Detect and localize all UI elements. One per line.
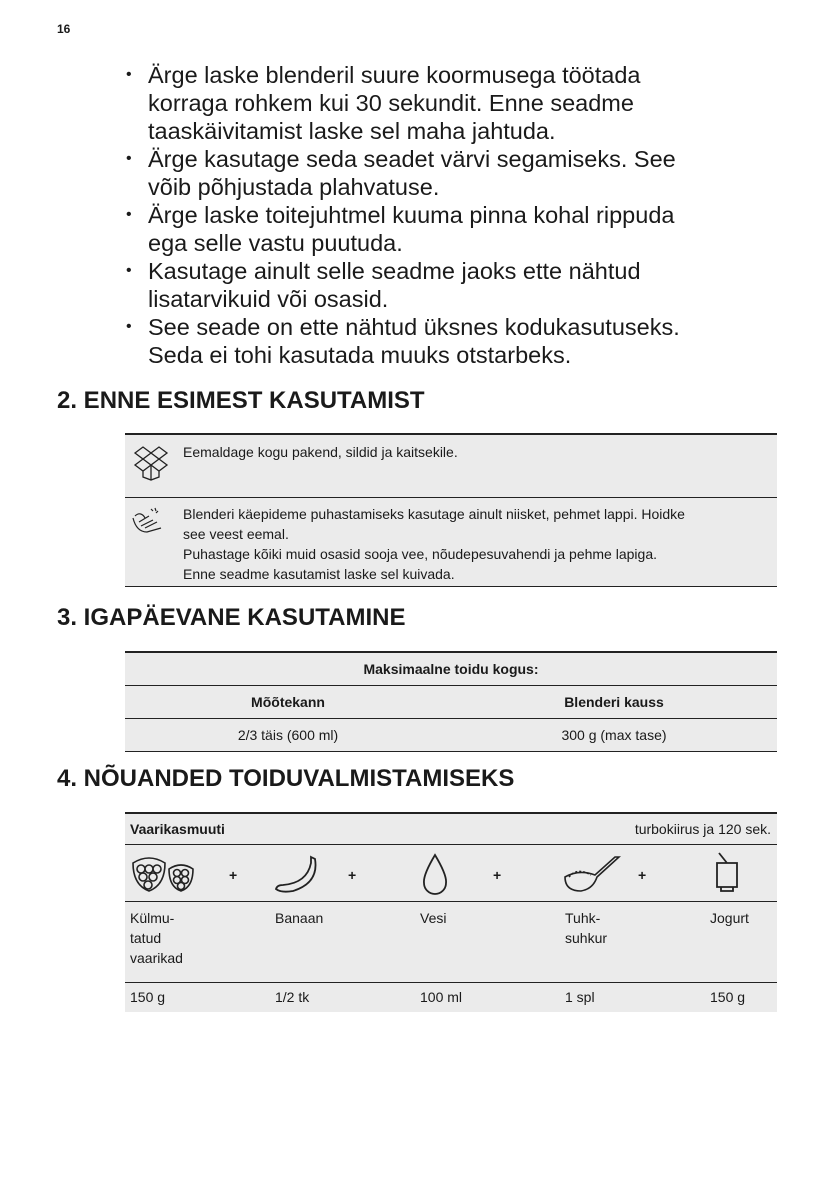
bullet-line: See seade on ette nähtud üksnes kodukasu… [148, 314, 680, 340]
sugar-spoon-icon [564, 856, 621, 892]
ingredient-name-line: Tuhk- [565, 910, 601, 926]
section-2-heading: 2. ENNE ESIMEST KASUTAMIST [57, 387, 425, 414]
water-drop-icon [423, 853, 447, 895]
bullet-item: • See seade on ette nähtud üksnes koduka… [126, 313, 806, 369]
ingredient-name: Jogurt [710, 910, 749, 926]
safety-bullet-list: • Ärge laske blenderil suure koormusega … [126, 61, 806, 369]
hand-wash-icon [132, 507, 162, 533]
max-quantity-table: Maksimaalne toidu kogus: Mõõtekann Blend… [125, 651, 777, 752]
info-row: Eemaldage kogu pakend, sildid ja kaitsek… [125, 435, 777, 498]
bullet-line: korraga rohkem kui 30 sekundit. Enne sea… [148, 90, 634, 116]
column-header: Mõõtekann [251, 694, 325, 710]
bullet-item: • Ärge laske toitejuhtmel kuuma pinna ko… [126, 201, 806, 257]
table-row: 2/3 täis (600 ml) 300 g (max tase) [125, 718, 777, 752]
bullet-line: lisatarvikuid või osasid. [148, 286, 389, 312]
ingredient-names-row: Külmu-tatud vaarikad Banaan Vesi Tuhk-suh… [125, 901, 777, 983]
ingredient-icons-row: + + + + [125, 845, 777, 901]
bullet-line: Seda ei tohi kasutada muuks otstarbeks. [148, 342, 572, 368]
recipe-title-row: Vaarikasmuuti turbokiirus ja 120 sek. [125, 814, 777, 845]
info-text: Enne seadme kasutamist laske sel kuivada… [183, 566, 455, 582]
bullet-line: Ärge kasutage seda seadet värvi segamise… [148, 146, 676, 172]
raspberry-icon [132, 857, 194, 892]
ingredient-amount: 100 ml [420, 989, 463, 1005]
ingredient-name-line: tatud [130, 930, 162, 946]
column-header: Blenderi kauss [564, 694, 664, 710]
ingredient-name: Banaan [275, 910, 324, 926]
bullet-icon: • [126, 206, 132, 223]
recipe-setting: turbokiirus ja 120 sek. [634, 821, 771, 837]
ingredient-name: Tuhk-suhkur [565, 908, 607, 948]
bullet-line: ega selle vastu puutuda. [148, 230, 403, 256]
page-number: 16 [57, 22, 71, 36]
bullet-icon: • [126, 150, 132, 167]
section-4-heading: 4. NÕUANDED TOIDUVALMISTAMISEKS [57, 765, 515, 792]
bullet-item: • Kasutage ainult selle seadme jaoks ett… [126, 257, 806, 313]
ingredient-amount: 1/2 tk [275, 989, 310, 1005]
bullet-line: taaskäivitamist laske sel maha jahtuda. [148, 118, 556, 144]
ingredient-name-line: suhkur [565, 930, 608, 946]
banana-icon [274, 855, 317, 893]
table-cell: 2/3 täis (600 ml) [237, 727, 339, 743]
bullet-icon: • [126, 318, 132, 335]
info-text: Eemaldage kogu pakend, sildid ja kaitsek… [183, 444, 458, 460]
table-title: Maksimaalne toidu kogus: [363, 661, 539, 677]
ingredient-name: Vesi [420, 910, 447, 926]
bullet-icon: • [126, 66, 132, 83]
table-header-row: Mõõtekann Blenderi kauss [125, 686, 777, 718]
recipe-table: Vaarikasmuuti turbokiirus ja 120 sek. + … [125, 812, 777, 1012]
ingredient-amount: 150 g [130, 989, 166, 1005]
box-unpack-icon [133, 446, 169, 481]
yogurt-cup-icon [716, 852, 738, 892]
ingredient-amount: 1 spl [565, 989, 595, 1005]
table-title-row: Maksimaalne toidu kogus: [125, 653, 777, 686]
preparation-box: Eemaldage kogu pakend, sildid ja kaitsek… [125, 433, 777, 587]
ingredient-amount: 150 g [710, 989, 746, 1005]
info-text: see veest eemal. [183, 526, 289, 542]
bullet-line: Kasutage ainult selle seadme jaoks ette … [148, 258, 641, 284]
plus-sign: + [229, 867, 238, 883]
bullet-line: võib põhjustada plahvatuse. [148, 174, 440, 200]
bullet-item: • Ärge laske blenderil suure koormusega … [126, 61, 806, 145]
info-text: Blenderi käepideme puhastamiseks kasutag… [183, 506, 685, 522]
info-row: Blenderi käepideme puhastamiseks kasutag… [125, 498, 777, 587]
table-cell: 300 g (max tase) [561, 727, 667, 743]
bullet-icon: • [126, 262, 132, 279]
ingredient-amounts-row: 150 g 1/2 tk 100 ml 1 spl 150 g [125, 982, 777, 1012]
plus-sign: + [638, 867, 647, 883]
recipe-name: Vaarikasmuuti [130, 821, 225, 837]
ingredient-name-line: Külmu- [130, 910, 175, 926]
bullet-line: Ärge laske toitejuhtmel kuuma pinna koha… [148, 202, 675, 228]
bullet-item: • Ärge kasutage seda seadet värvi segami… [126, 145, 806, 201]
plus-sign: + [348, 867, 357, 883]
plus-sign: + [493, 867, 502, 883]
section-3-heading: 3. IGAPÄEVANE KASUTAMINE [57, 604, 406, 631]
ingredient-name: Külmu-tatud vaarikad [130, 908, 183, 968]
ingredient-name-line: vaarikad [130, 950, 183, 966]
bullet-line: Ärge laske blenderil suure koormusega tö… [148, 62, 641, 88]
info-text: Puhastage kõiki muid osasid sooja vee, n… [183, 546, 657, 562]
